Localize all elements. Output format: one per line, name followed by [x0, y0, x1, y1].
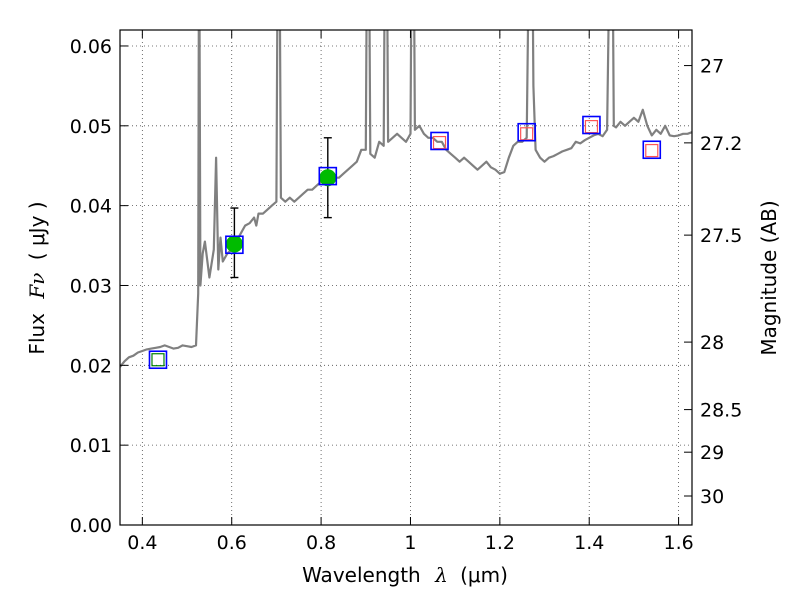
band-point — [432, 135, 447, 150]
y-tick-label: 0.04 — [70, 196, 112, 218]
observed-point — [225, 235, 243, 253]
x-tick-label: 0.8 — [306, 532, 336, 554]
y2-tick-label: 30 — [700, 486, 724, 508]
y-tick-label: 0.03 — [70, 275, 112, 297]
y2-tick-label: 29 — [700, 442, 724, 464]
model-point — [430, 131, 449, 151]
y-axis-title-symbol: Fν — [25, 273, 49, 300]
x-tick-label: 0.4 — [127, 532, 157, 554]
model-point — [642, 140, 662, 160]
x-axis-title-unit: (μm) — [460, 563, 508, 587]
y2-tick-label: 28.5 — [700, 400, 742, 422]
sed-layer — [120, 30, 692, 368]
x-tick-label: 1.2 — [485, 532, 515, 554]
x-tick-label: 1.6 — [663, 532, 693, 554]
band-point — [584, 120, 599, 134]
observed-point — [319, 169, 337, 187]
y2-tick-label: 27.2 — [700, 133, 742, 155]
y-axis-title-text: Flux — [25, 313, 49, 355]
model-point — [148, 350, 168, 370]
y-tick-label: 0.01 — [70, 435, 112, 457]
x-axis-title-text: Wavelength — [302, 563, 421, 587]
x-tick-label: 1.4 — [574, 532, 604, 554]
y-axis-title: Flux Fν ( μJy ) — [25, 201, 49, 354]
y-tick-label: 0.00 — [70, 515, 112, 537]
band-point — [151, 353, 165, 367]
band-point — [645, 143, 659, 158]
sed-spectrum-line — [120, 30, 692, 368]
y-axis-title-unit: ( μJy ) — [25, 201, 49, 260]
x-tick-label: 0.6 — [217, 532, 247, 554]
band-point — [520, 127, 534, 141]
y2-axis-title: Magnitude (AB) — [757, 200, 781, 355]
model-point — [582, 115, 601, 135]
plot-frame — [119, 29, 693, 526]
x-axis-title: Wavelength λ (μm) — [302, 563, 508, 587]
x-axis-title-symbol: λ — [434, 563, 448, 587]
y2-tick-label: 28 — [700, 332, 724, 354]
x-tick-label: 1 — [404, 532, 416, 554]
y-tick-label: 0.06 — [70, 36, 112, 58]
ticks-layer: 0.4 0.6 0.8 1 1.2 1.4 1.6 0.00 0.01 0.02 0.03 0.04 0… — [70, 30, 742, 554]
y-tick-label: 0.05 — [70, 116, 112, 138]
model-point — [517, 122, 536, 142]
y2-tick-label: 27 — [700, 56, 724, 78]
model-point — [318, 166, 338, 186]
points-layer — [148, 115, 662, 370]
y2-tick-label: 27.5 — [700, 225, 742, 247]
model-point — [225, 235, 244, 255]
y-tick-label: 0.02 — [70, 355, 112, 377]
